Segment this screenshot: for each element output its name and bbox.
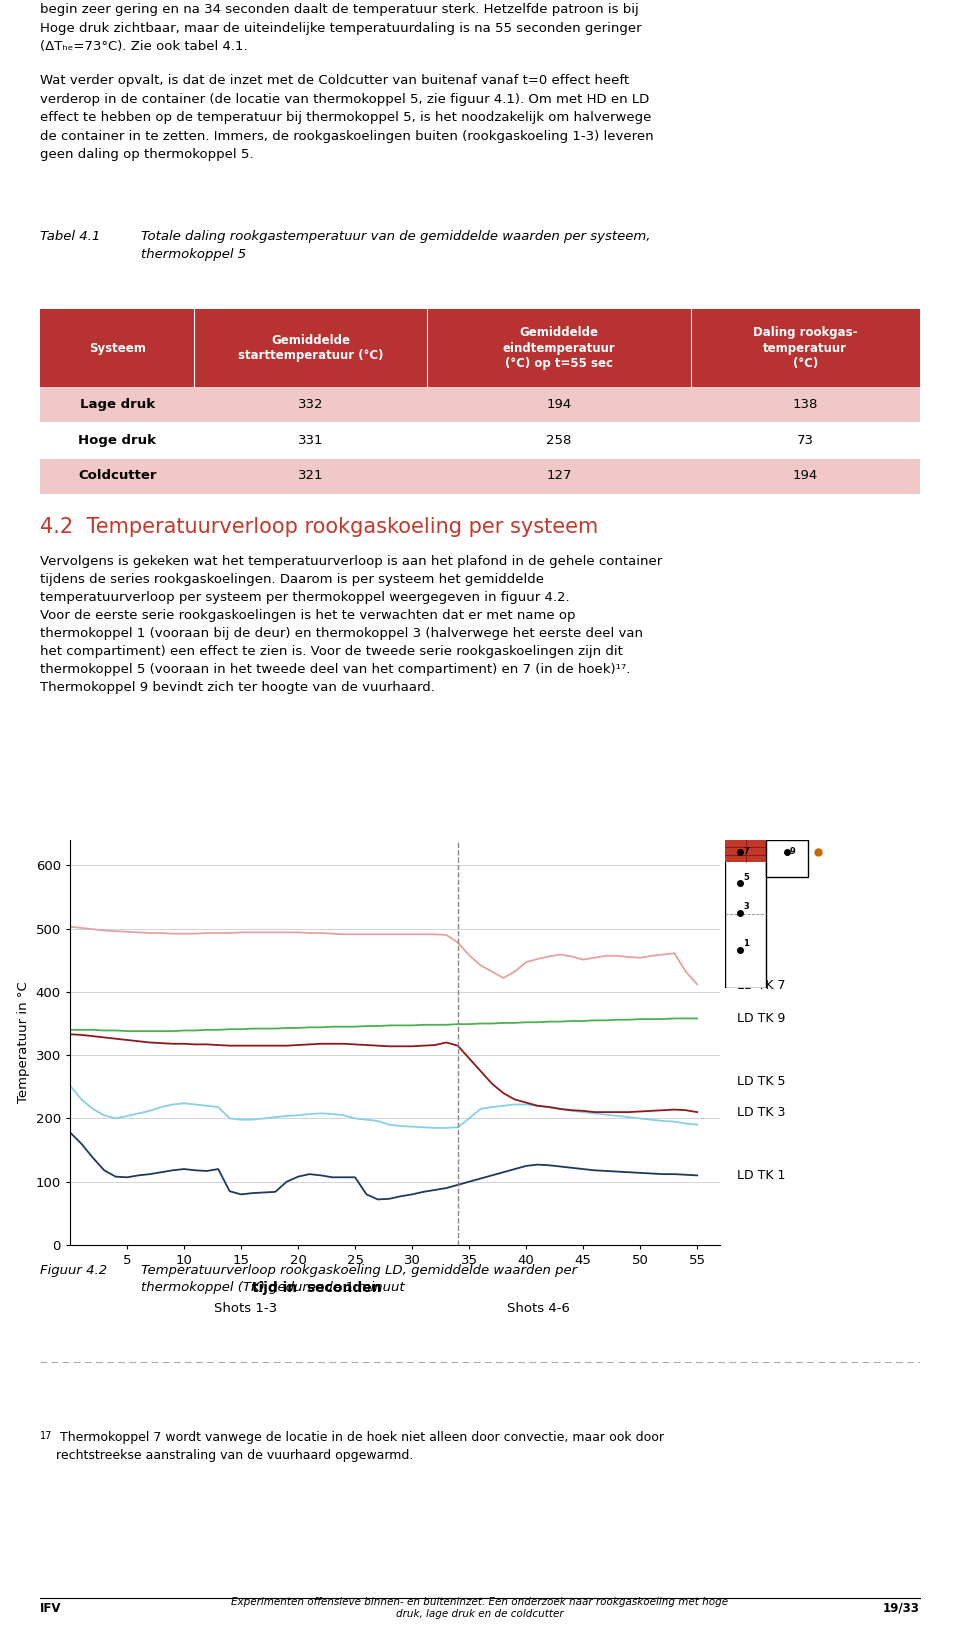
Bar [194,458,427,494]
Text: Totale daling rookgastemperatuur van de gemiddelde waarden per systeem,
thermoko: Totale daling rookgastemperatuur van de … [141,230,651,262]
Bar [427,387,691,423]
Text: 127: 127 [546,469,572,482]
Text: Figuur 4.2: Figuur 4.2 [40,1264,108,1277]
Text: 4.2  Temperatuurverloop rookgaskoeling per systeem: 4.2 Temperatuurverloop rookgaskoeling pe… [40,517,599,537]
Bar [427,309,691,387]
Bar [194,309,427,387]
Text: Lage druk: Lage druk [80,398,155,412]
Text: LD TK 5: LD TK 5 [737,1075,785,1088]
Text: LD TK 3: LD TK 3 [737,1106,785,1119]
Bar [766,839,807,877]
Text: Wat verder opvalt, is dat de inzet met de Coldcutter van buitenaf vanaf t=0 effe: Wat verder opvalt, is dat de inzet met d… [40,74,654,161]
Text: LD TK 7: LD TK 7 [737,979,785,993]
Text: 9: 9 [790,848,796,856]
Bar [725,839,766,863]
Text: 194: 194 [793,469,818,482]
Text: begin zeer gering en na 34 seconden daalt de temperatuur sterk. Hetzelfde patroo: begin zeer gering en na 34 seconden daal… [40,3,642,53]
Text: 17: 17 [40,1432,53,1442]
Text: tijd in  seconden: tijd in seconden [252,1282,382,1295]
Bar [40,309,194,387]
Text: IFV: IFV [40,1602,61,1615]
Text: 194: 194 [546,398,572,412]
Text: Experimenten offensieve binnen- en buiteninzet. Een onderzoek naar rookgaskoelin: Experimenten offensieve binnen- en buite… [231,1597,729,1620]
Text: 138: 138 [793,398,818,412]
Y-axis label: Temperatuur in °C: Temperatuur in °C [17,981,30,1103]
Text: 332: 332 [298,398,324,412]
Text: 321: 321 [298,469,324,482]
Text: 73: 73 [797,435,814,446]
Bar [427,423,691,458]
Text: 331: 331 [298,435,324,446]
Text: 7: 7 [743,848,749,856]
Text: Hoge druk: Hoge druk [79,435,156,446]
Text: Gemiddelde
eindtemperatuur
(°C) op t=55 sec: Gemiddelde eindtemperatuur (°C) op t=55 … [503,326,615,370]
Text: Vervolgens is gekeken wat het temperatuurverloop is aan het plafond in de gehele: Vervolgens is gekeken wat het temperatuu… [40,555,662,693]
Text: LD TK 1: LD TK 1 [737,1169,785,1182]
Text: Gemiddelde
starttemperatuur (°C): Gemiddelde starttemperatuur (°C) [238,334,383,362]
Text: Daling rookgas-
temperatuur
(°C): Daling rookgas- temperatuur (°C) [753,326,857,370]
Bar [40,387,194,423]
Bar [691,387,920,423]
Text: LD TK 9: LD TK 9 [737,1012,785,1025]
Text: 3: 3 [743,902,749,912]
Text: 1: 1 [743,940,750,948]
Bar [40,423,194,458]
Text: 19/33: 19/33 [883,1602,920,1615]
Text: Tabel 4.1: Tabel 4.1 [40,230,101,244]
Bar [194,387,427,423]
Bar [427,458,691,494]
Bar [725,839,766,988]
Bar [691,423,920,458]
Bar [691,309,920,387]
Text: Coldcutter: Coldcutter [78,469,156,482]
Bar [691,458,920,494]
Text: Shots 4-6: Shots 4-6 [507,1302,569,1315]
Text: Thermokoppel 7 wordt vanwege de locatie in de hoek niet alleen door convectie, m: Thermokoppel 7 wordt vanwege de locatie … [56,1432,664,1462]
Text: 258: 258 [546,435,572,446]
Text: Shots 1-3: Shots 1-3 [214,1302,277,1315]
Text: Systeem: Systeem [89,342,146,354]
Bar [194,423,427,458]
Text: 5: 5 [743,872,750,882]
Bar [40,458,194,494]
Text: Temperatuurverloop rookgaskoeling LD, gemiddelde waarden per
thermokoppel (TK) g: Temperatuurverloop rookgaskoeling LD, ge… [141,1264,578,1294]
